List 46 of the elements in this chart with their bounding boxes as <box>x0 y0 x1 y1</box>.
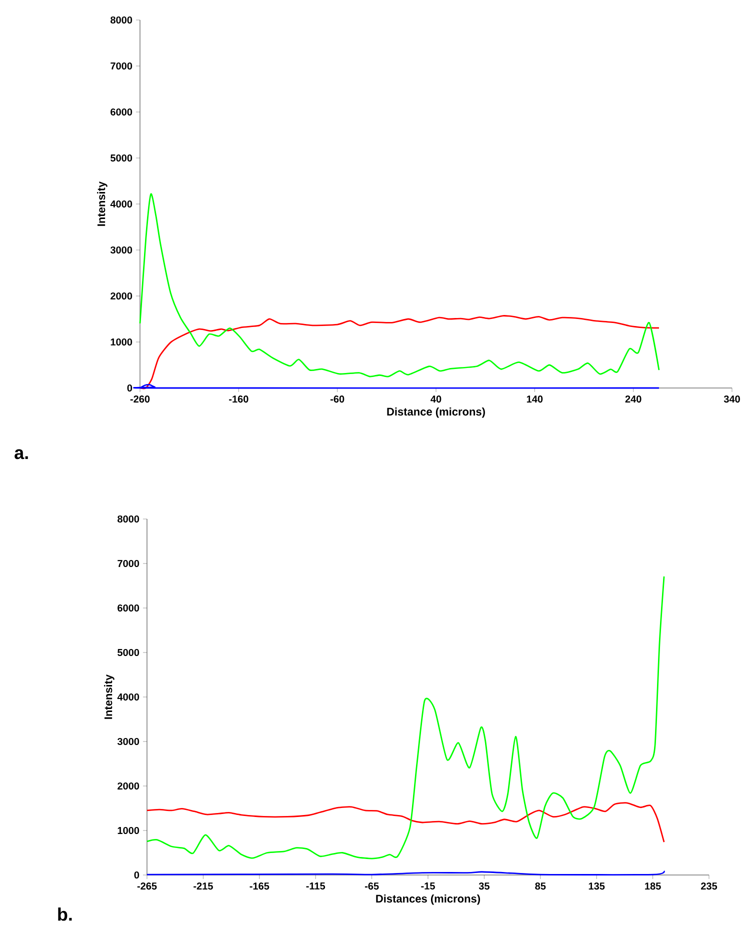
y-tick-label: 6000 <box>118 604 140 612</box>
x-tick-label: 240 <box>625 396 642 403</box>
x-tick-label: -265 <box>137 882 157 890</box>
x-tick-label: 135 <box>588 882 605 890</box>
x-tick-label: -115 <box>306 882 326 890</box>
y-tick-label: 4000 <box>110 200 132 208</box>
y-tick-label: 0 <box>127 384 132 392</box>
x-tick-label: 40 <box>430 396 442 403</box>
text: b. <box>58 908 72 921</box>
line-series <box>146 576 665 860</box>
line-series <box>146 802 665 843</box>
x-tick-label: -15 <box>421 882 435 890</box>
x-tick-label: 340 <box>724 396 740 403</box>
y-tick-label: 8000 <box>118 515 140 523</box>
x-tick-label: 185 <box>645 882 661 890</box>
y-tick-label: 3000 <box>117 738 140 746</box>
x-tick-label: 85 <box>535 882 546 890</box>
text: a. <box>14 449 28 460</box>
y-tick-label: 7000 <box>118 560 140 568</box>
line-series <box>139 315 660 389</box>
y-tick-label: 2000 <box>118 782 140 790</box>
x-tick-label: -260 <box>130 396 150 403</box>
y-axis-title: Intensity <box>104 674 114 719</box>
x-tick-label: -165 <box>250 882 270 890</box>
y-tick-label: 4000 <box>117 693 140 701</box>
x-tick-label: 235 <box>701 882 718 890</box>
y-tick-label: 6000 <box>110 108 132 116</box>
y-tick-label: 5000 <box>110 154 132 162</box>
x-tick-label: 140 <box>526 396 543 403</box>
y-tick-label: 7000 <box>110 62 132 70</box>
x-tick-label: -65 <box>364 882 379 890</box>
y-tick-label: 3000 <box>110 246 132 254</box>
x-tick-label: -215 <box>194 882 213 890</box>
y-tick-label: 1000 <box>110 338 132 346</box>
y-tick-label: 0 <box>134 871 140 879</box>
y-tick-label: 2000 <box>110 292 132 300</box>
x-axis-title: Distances (microns) <box>376 894 480 905</box>
x-tick-label: -160 <box>229 396 248 403</box>
y-axis-title: Intensity <box>97 181 108 226</box>
y-tick-label: 1000 <box>118 826 140 834</box>
line-series <box>139 193 660 378</box>
y-tick-label: 8000 <box>110 16 132 24</box>
x-tick-label: -60 <box>330 396 344 403</box>
x-tick-label: 35 <box>478 882 490 890</box>
x-axis-title: Distance (microns) <box>387 407 485 418</box>
y-tick-label: 5000 <box>118 648 140 656</box>
